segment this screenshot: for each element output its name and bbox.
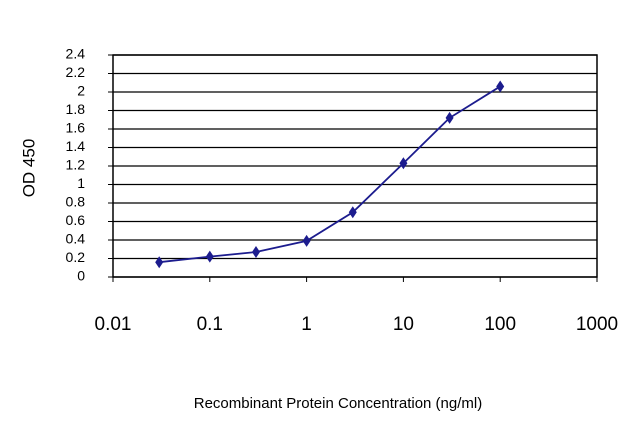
y-tick-label: 2.2 — [66, 64, 86, 80]
y-tick-label: 1.2 — [66, 157, 86, 173]
x-tick-label: 0.01 — [95, 314, 132, 335]
x-tick-label: 1 — [301, 314, 312, 335]
y-tick-label: 1.4 — [66, 138, 86, 154]
data-point — [348, 206, 357, 219]
y-tick-label: 0.8 — [66, 194, 86, 210]
y-tick-label: 1.6 — [66, 120, 86, 136]
y-tick-label: 1.8 — [66, 101, 86, 117]
data-point — [445, 111, 454, 124]
data-point — [205, 250, 214, 263]
y-tick-label: 2 — [77, 83, 85, 99]
y-tick-label: 2.4 — [66, 46, 86, 62]
x-tick-label: 100 — [484, 314, 516, 335]
x-tick-label: 1000 — [576, 314, 618, 335]
data-point — [251, 246, 260, 259]
x-tick-label: 0.1 — [197, 314, 223, 335]
y-tick-label: 0.2 — [66, 249, 86, 265]
y-tick-label: 0.4 — [66, 231, 86, 247]
data-point — [155, 256, 164, 269]
x-tick-label: 10 — [393, 314, 414, 335]
data-line — [159, 85, 501, 264]
y-axis-title: OD 450 — [19, 139, 38, 198]
data-point — [399, 157, 408, 170]
x-axis-title: Recombinant Protein Concentration (ng/ml… — [194, 395, 482, 412]
y-tick-label: 0 — [77, 268, 85, 284]
data-point — [496, 80, 505, 93]
y-tick-label: 0.6 — [66, 212, 86, 228]
data-point — [302, 234, 311, 247]
y-tick-label: 1 — [77, 175, 85, 191]
